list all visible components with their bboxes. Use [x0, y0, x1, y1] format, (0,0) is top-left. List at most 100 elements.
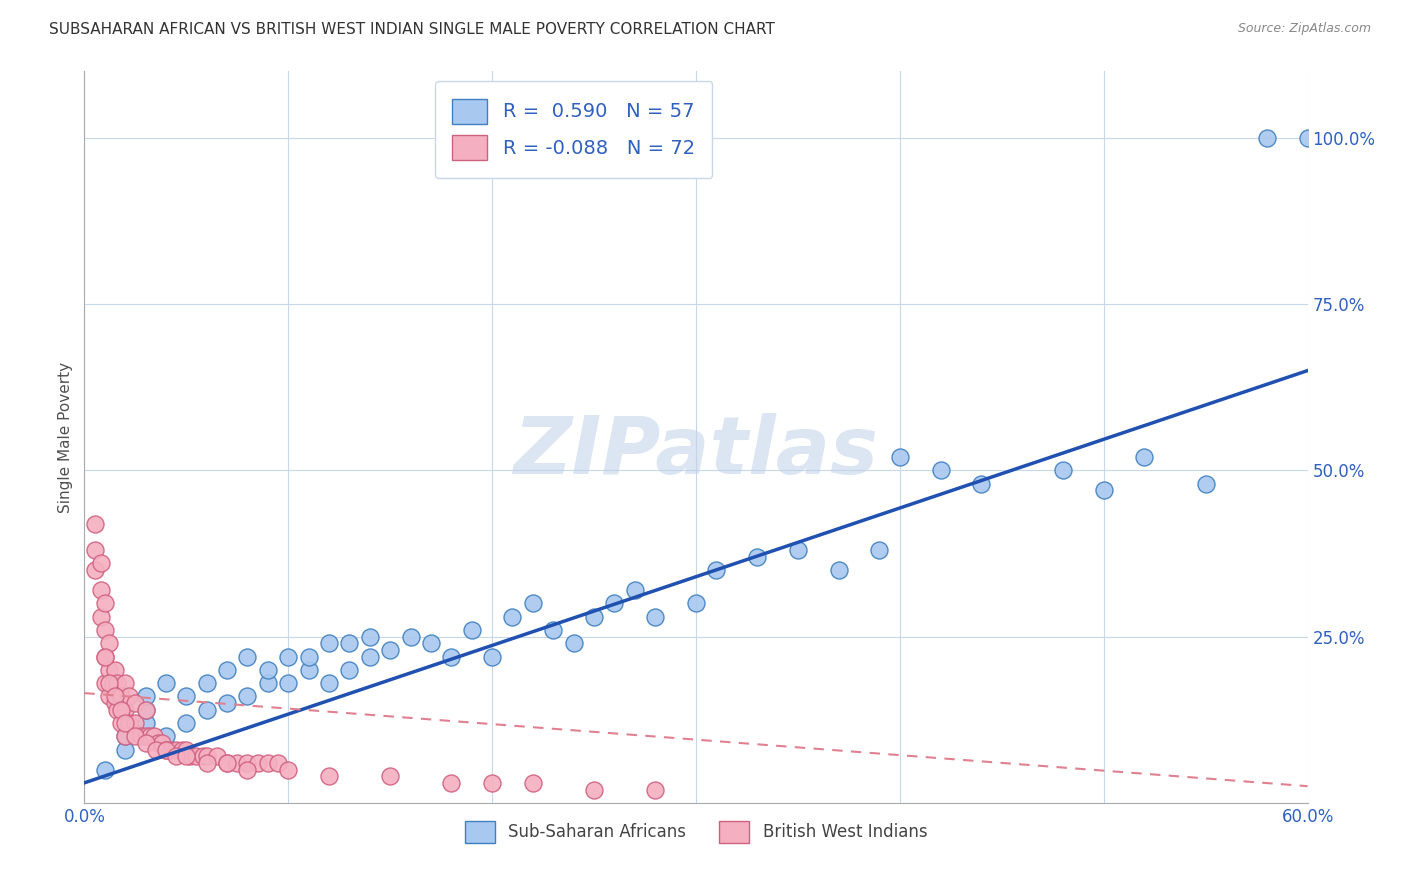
Point: [1092, 483, 1115, 498]
Point: [93, 676, 115, 690]
Text: SUBSAHARAN AFRICAN VS BRITISH WEST INDIAN SINGLE MALE POVERTY CORRELATION CHART: SUBSAHARAN AFRICAN VS BRITISH WEST INDIA…: [49, 22, 775, 37]
Point: [706, 563, 728, 577]
Point: [502, 609, 524, 624]
Point: [929, 463, 952, 477]
Point: [236, 756, 259, 770]
Point: [267, 756, 290, 770]
Point: [174, 690, 197, 704]
Point: [114, 676, 136, 690]
Point: [110, 690, 132, 704]
Point: [420, 636, 443, 650]
Point: [603, 596, 626, 610]
Point: [787, 543, 810, 558]
Point: [191, 749, 214, 764]
Point: [135, 736, 157, 750]
Point: [869, 543, 891, 558]
Point: [142, 729, 165, 743]
Point: [159, 742, 181, 756]
Point: [110, 716, 132, 731]
Point: [97, 676, 120, 690]
Point: [257, 676, 280, 690]
Point: [889, 450, 911, 464]
Point: [174, 749, 197, 764]
Point: [1256, 131, 1278, 145]
Point: [562, 636, 585, 650]
Point: [298, 663, 321, 677]
Point: [114, 729, 136, 743]
Point: [1133, 450, 1156, 464]
Point: [165, 749, 187, 764]
Point: [114, 703, 136, 717]
Point: [114, 716, 136, 731]
Point: [135, 690, 157, 704]
Point: [359, 649, 381, 664]
Point: [174, 716, 197, 731]
Point: [97, 690, 120, 704]
Point: [155, 676, 177, 690]
Point: [195, 703, 218, 717]
Point: [124, 716, 146, 731]
Point: [172, 742, 194, 756]
Point: [205, 749, 228, 764]
Point: [543, 623, 565, 637]
Point: [97, 636, 120, 650]
Point: [217, 696, 239, 710]
Point: [155, 742, 177, 756]
Point: [83, 563, 105, 577]
Point: [481, 649, 503, 664]
Point: [217, 663, 239, 677]
Point: [399, 630, 422, 644]
Point: [298, 649, 321, 664]
Point: [186, 749, 208, 764]
Point: [165, 742, 187, 756]
Point: [83, 543, 105, 558]
Point: [179, 749, 201, 764]
Point: [339, 663, 361, 677]
Point: [118, 690, 141, 704]
Point: [110, 703, 132, 717]
Point: [105, 703, 128, 717]
Text: Source: ZipAtlas.com: Source: ZipAtlas.com: [1237, 22, 1371, 36]
Point: [135, 703, 157, 717]
Point: [226, 756, 249, 770]
Point: [101, 676, 124, 690]
Point: [522, 596, 544, 610]
Point: [461, 623, 484, 637]
Point: [583, 782, 606, 797]
Point: [380, 643, 402, 657]
Point: [970, 476, 993, 491]
Point: [93, 649, 115, 664]
Point: [644, 609, 666, 624]
Point: [318, 769, 340, 783]
Point: [93, 623, 115, 637]
Point: [195, 756, 218, 770]
Point: [624, 582, 647, 597]
Point: [114, 729, 136, 743]
Point: [93, 596, 115, 610]
Point: [217, 756, 239, 770]
Point: [481, 776, 503, 790]
Point: [644, 782, 666, 797]
Point: [146, 736, 169, 750]
Point: [174, 742, 197, 756]
Point: [236, 763, 259, 777]
Point: [440, 649, 463, 664]
Point: [277, 763, 299, 777]
Point: [828, 563, 851, 577]
Point: [277, 649, 299, 664]
Point: [118, 716, 141, 731]
Point: [90, 557, 112, 571]
Point: [150, 736, 173, 750]
Point: [257, 663, 280, 677]
Point: [1052, 463, 1074, 477]
Point: [195, 749, 218, 764]
Point: [380, 769, 402, 783]
Point: [90, 582, 112, 597]
Point: [685, 596, 707, 610]
Point: [359, 630, 381, 644]
Point: [522, 776, 544, 790]
Legend: Sub-Saharan Africans, British West Indians: Sub-Saharan Africans, British West India…: [458, 814, 934, 849]
Point: [145, 742, 167, 756]
Point: [440, 776, 463, 790]
Point: [747, 549, 769, 564]
